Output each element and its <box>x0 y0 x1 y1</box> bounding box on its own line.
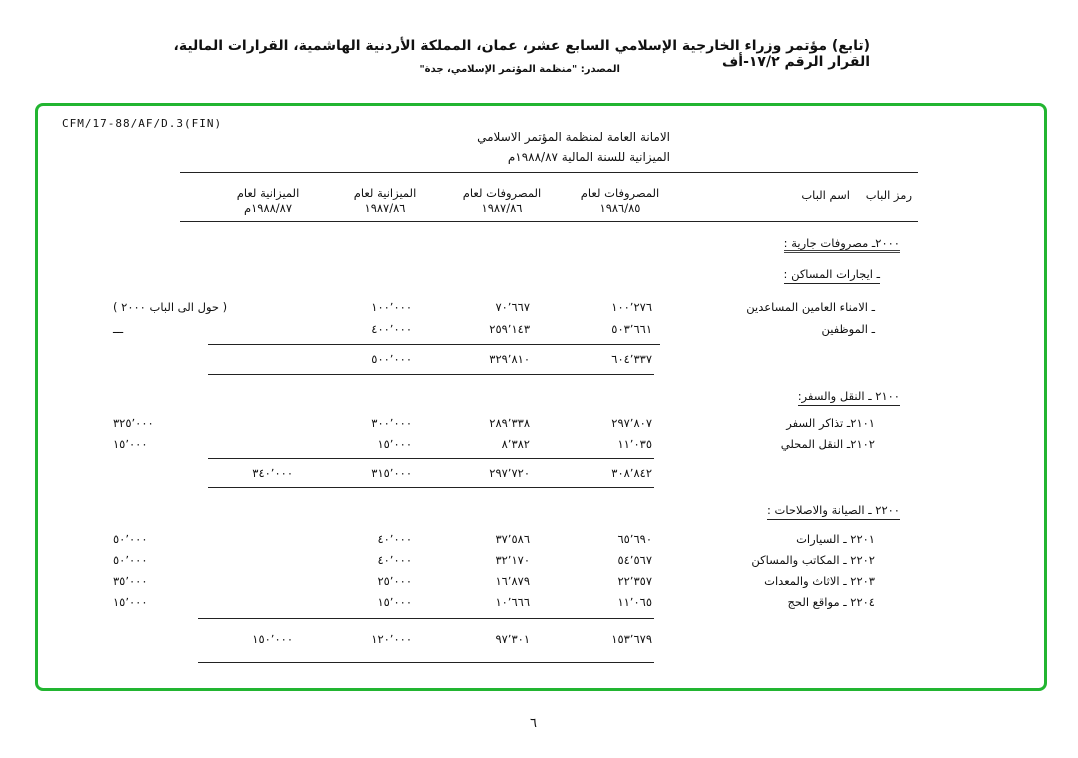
total-value: ٣٤٠٬٠٠٠ <box>252 466 293 480</box>
row-value: ( حول الى الباب ٢٠٠٠ ) <box>113 300 228 314</box>
row-value: ٤٠٠٬٠٠٠ <box>371 322 412 336</box>
row-value: ٣٢٥٬٠٠٠ <box>113 416 154 430</box>
row-value: ٣٠٠٬٠٠٠ <box>371 416 412 430</box>
header-rule-bottom <box>180 221 918 222</box>
total-rule <box>208 374 654 375</box>
section-heading: ٢١٠٠ ـ النقل والسفر: <box>797 389 900 406</box>
row-value: ٥٤٬٥٦٧ <box>617 553 652 567</box>
row-value: ٣٢٬١٧٠ <box>495 553 530 567</box>
row-value: ٧٠٬٦٦٧ <box>495 300 530 314</box>
total-value: ٣١٥٬٠٠٠ <box>371 466 412 480</box>
column-header-budget-8786: الميزانية لعام ١٩٨٧/٨٦ <box>325 186 445 216</box>
row-value: ٢٨٩٬٣٣٨ <box>489 416 530 430</box>
budget-subtitle: الميزانية للسنة المالية ١٩٨٨/٨٧م <box>507 150 670 164</box>
row-label: ـ الامناء العامين المساعدين <box>746 300 875 314</box>
row-value: ٤٠٬٠٠٠ <box>377 553 412 567</box>
column-header-name: اسم الباب <box>801 188 850 202</box>
organization-title: الامانة العامة لمنظمة المؤتمر الاسلامي <box>477 130 670 144</box>
column-header-year: ١٩٨٧/٨٦ <box>481 201 523 215</box>
section-subheading: ـ ايجارات المساكن : <box>783 267 880 284</box>
row-label: ـ الموظفين <box>821 322 875 336</box>
row-value: ٥٠٬٠٠٠ <box>113 553 148 567</box>
row-label: ٢٢٠٤ ـ مواقع الحج <box>787 595 875 609</box>
row-value: ٤٠٬٠٠٠ <box>377 532 412 546</box>
subtotal-rule <box>198 618 654 619</box>
row-value: ١٠٬٦٦٦ <box>495 595 530 609</box>
total-value: ١٥٣٬٦٧٩ <box>611 632 652 646</box>
row-value: ١٠٠٬٠٠٠ <box>371 300 412 314</box>
page-header-source: المصدر: "منظمة المؤتمر الإسلامي، جدة" <box>419 64 620 75</box>
page-number: ٦ <box>530 716 537 731</box>
column-header-label: الميزانية لعام <box>353 186 417 200</box>
column-header-expenses-8786: المصروفات لعام ١٩٨٧/٨٦ <box>442 186 562 216</box>
subtotal-rule <box>208 344 410 345</box>
column-header-year: ١٩٨٦/٨٥ <box>599 201 641 215</box>
row-value: ٢٢٬٣٥٧ <box>617 574 652 588</box>
column-header-label: المصروفات لعام <box>462 186 542 200</box>
header-rule-top <box>180 172 918 173</box>
column-header-label: المصروفات لعام <box>580 186 660 200</box>
row-value: ١٠٠٬٢٧٦ <box>611 300 652 314</box>
row-value: ٨٬٣٨٢ <box>501 437 530 451</box>
total-rule <box>208 487 654 488</box>
section-heading: ٢٢٠٠ ـ الصيانة والاصلاحات : <box>767 503 900 520</box>
row-value: ـــ <box>113 322 124 336</box>
row-value: ١٦٬٨٧٩ <box>495 574 530 588</box>
row-value: ٥٠٣٬٦٦١ <box>611 322 652 336</box>
row-value: ٦٥٬٦٩٠ <box>617 532 652 546</box>
total-value: ٥٠٠٬٠٠٠ <box>371 352 412 366</box>
column-header-year: ١٩٨٧/٨٦ <box>364 201 406 215</box>
row-label: ٢٢٠١ ـ السيارات <box>796 532 875 546</box>
row-value: ٥٠٬٠٠٠ <box>113 532 148 546</box>
column-header-code: رمز الباب <box>865 188 912 202</box>
row-value: ٣٧٬٥٨٦ <box>495 532 530 546</box>
page-header-title: (تابع) مؤتمر وزراء الخارجية الإسلامي الس… <box>173 38 870 70</box>
row-value: ١٥٬٠٠٠ <box>113 595 148 609</box>
column-header-budget-8887: الميزانية لعام ١٩٨٨/٨٧م <box>208 186 328 216</box>
document-reference: CFM/17-88/AF/D.3(FIN) <box>62 117 223 130</box>
row-value: ٢٥٩٬١٤٣ <box>489 322 530 336</box>
subtotal-rule <box>426 344 544 345</box>
section-heading: ٢٠٠٠ـ مصروفات جارية : <box>783 236 900 253</box>
column-header-label: الميزانية لعام <box>236 186 300 200</box>
row-value: ١١٬٠٣٥ <box>617 437 652 451</box>
row-value: ٣٥٬٠٠٠ <box>113 574 148 588</box>
total-value: ٩٧٬٣٠١ <box>495 632 530 646</box>
total-value: ٢٩٧٬٧٢٠ <box>489 466 530 480</box>
row-value: ٢٩٧٬٨٠٧ <box>611 416 652 430</box>
total-value: ٦٠٤٬٣٣٧ <box>611 352 652 366</box>
column-header-year: ١٩٨٨/٨٧م <box>243 201 293 215</box>
row-label: ٢٢٠٣ ـ الاثاث والمعدات <box>764 574 875 588</box>
row-value: ١١٬٠٦٥ <box>617 595 652 609</box>
row-value: ١٥٬٠٠٠ <box>377 595 412 609</box>
row-value: ١٥٬٠٠٠ <box>377 437 412 451</box>
row-value: ١٥٬٠٠٠ <box>113 437 148 451</box>
total-value: ١٥٠٬٠٠٠ <box>252 632 293 646</box>
row-value: ٢٥٬٠٠٠ <box>377 574 412 588</box>
highlight-frame <box>35 103 1047 691</box>
column-header-expenses-8685: المصروفات لعام ١٩٨٦/٨٥ <box>560 186 680 216</box>
total-value: ٣٠٨٬٨٤٢ <box>611 466 652 480</box>
subtotal-rule <box>208 458 654 459</box>
total-value: ١٢٠٬٠٠٠ <box>371 632 412 646</box>
row-label: ٢١٠٢ـ النقل المحلي <box>780 437 875 451</box>
row-label: ٢١٠١ـ تذاكر السفر <box>786 416 875 430</box>
row-label: ٢٢٠٢ ـ المكاتب والمساكن <box>751 553 875 567</box>
total-value: ٣٢٩٬٨١٠ <box>489 352 530 366</box>
total-rule <box>198 662 654 663</box>
